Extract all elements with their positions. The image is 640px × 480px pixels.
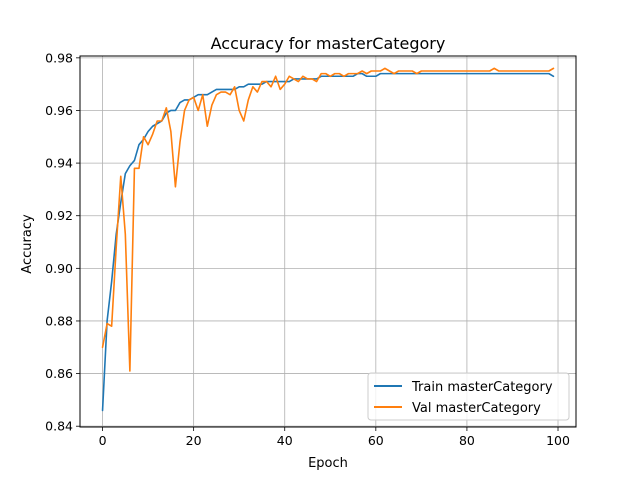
legend: Train masterCategory Val masterCategory xyxy=(367,372,570,421)
legend-label-val: Val masterCategory xyxy=(412,401,541,416)
x-tick-label: 80 xyxy=(459,433,475,448)
y-tick-label: 0.94 xyxy=(45,156,73,171)
x-tick-label: 100 xyxy=(546,433,570,448)
legend-box xyxy=(367,372,570,421)
x-tick-label: 20 xyxy=(186,433,202,448)
y-tick-label: 0.90 xyxy=(45,261,73,276)
series-lines xyxy=(101,67,555,412)
x-axis-ticks: 0 20 40 60 80 100 xyxy=(99,427,570,448)
x-tick-label: 60 xyxy=(368,433,384,448)
y-axis-ticks: 0.84 0.86 0.88 0.90 0.92 0.94 0.96 0.98 xyxy=(45,50,80,434)
x-axis-label: Epoch xyxy=(308,456,348,471)
y-tick-label: 0.86 xyxy=(45,366,73,381)
y-tick-label: 0.98 xyxy=(45,50,73,65)
y-tick-label: 0.92 xyxy=(45,208,73,223)
chart-title: Accuracy for masterCategory xyxy=(211,34,446,53)
y-axis-label: Accuracy xyxy=(20,214,35,274)
gridlines xyxy=(80,56,576,427)
y-tick-label: 0.84 xyxy=(45,419,73,434)
y-tick-label: 0.88 xyxy=(45,313,73,328)
y-tick-label: 0.96 xyxy=(45,103,73,118)
x-tick-label: 40 xyxy=(277,433,293,448)
legend-label-train: Train masterCategory xyxy=(411,380,553,395)
val-series-line xyxy=(101,67,555,372)
x-tick-label: 0 xyxy=(99,433,107,448)
plot-area-frame xyxy=(79,55,577,428)
train-series-line xyxy=(101,72,555,412)
